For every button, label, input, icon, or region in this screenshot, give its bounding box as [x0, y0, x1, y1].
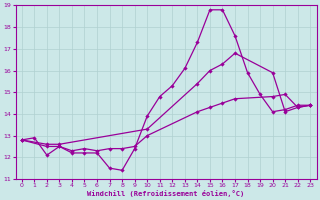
- X-axis label: Windchill (Refroidissement éolien,°C): Windchill (Refroidissement éolien,°C): [87, 190, 245, 197]
